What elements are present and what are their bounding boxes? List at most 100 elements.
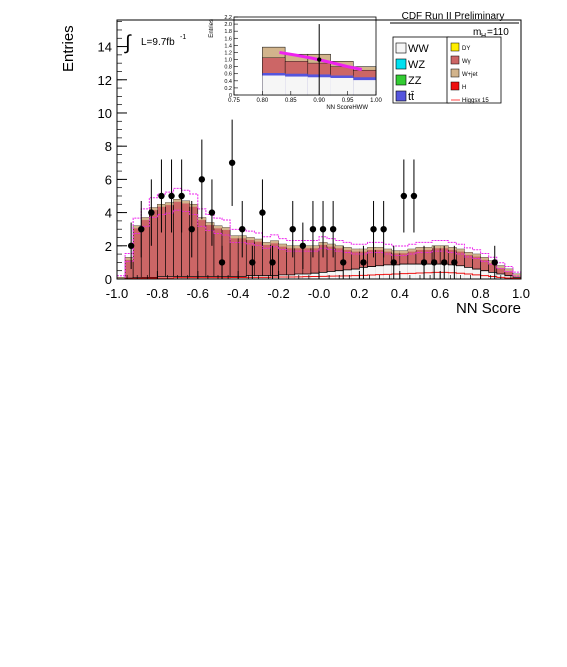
x-tick-label: 0.8	[472, 286, 490, 301]
wjet-band	[262, 242, 271, 245]
inset-data-point	[317, 57, 322, 62]
legend-label: DY	[462, 46, 470, 52]
wjet-band	[448, 247, 457, 250]
wjet-band	[327, 244, 336, 247]
wjet-band	[407, 249, 416, 252]
data-point	[269, 259, 276, 266]
data-point	[249, 259, 256, 266]
wjet-band	[181, 200, 190, 204]
legend-swatch	[395, 58, 407, 70]
data-point	[148, 209, 155, 216]
inset-y-tick-label: 1.2	[224, 50, 232, 56]
inset-ww-bar	[353, 80, 376, 95]
inset-y-tick-label: 2.0	[224, 22, 232, 28]
x-axis-label: NN Score	[456, 300, 521, 317]
main-data-points	[127, 119, 498, 279]
legend-swatch	[395, 42, 407, 54]
wjet-band	[496, 265, 505, 269]
inset-x-axis-label: NN ScoreHWW	[326, 105, 368, 111]
inset-y-tick-label: 0	[229, 93, 232, 99]
data-point	[299, 242, 307, 249]
wjet-band	[343, 247, 352, 250]
main-axes: -1.0 -0.8 -0.6 -0.4 -0.2 -0.0 0.2 0.4 0.6 0.8 1.00…	[98, 19, 530, 301]
x-tick-label: 0.2	[350, 286, 368, 301]
data-point	[289, 225, 296, 233]
stack-bar	[124, 257, 134, 280]
y-tick-label: 12	[98, 73, 112, 88]
x-tick-label: -0.6	[187, 286, 209, 301]
legend-swatch	[450, 81, 460, 91]
wjet-band	[141, 217, 150, 221]
y-tick-label: 14	[98, 40, 112, 55]
wjet-band	[149, 207, 158, 211]
x-tick-label: 0.4	[391, 286, 409, 301]
mass-value: =110	[487, 27, 509, 38]
ww-bar	[415, 264, 425, 279]
data-point	[228, 159, 236, 166]
wjet-band	[213, 225, 223, 229]
main-histogram	[116, 187, 522, 280]
ww-bar	[399, 264, 408, 279]
wjet-band	[278, 244, 287, 247]
wjet-band	[117, 277, 126, 279]
legend-label: WW	[408, 43, 429, 55]
wjet-band	[415, 247, 425, 250]
wjet-band	[456, 249, 465, 252]
wjet-band	[480, 257, 489, 260]
integral-sign: ∫	[124, 32, 132, 54]
ww-bar	[335, 270, 344, 279]
ww-bar	[407, 264, 416, 279]
wjet-band	[222, 227, 231, 231]
wjet-band	[391, 250, 400, 254]
wjet-band	[189, 204, 198, 207]
wjet-band	[286, 245, 295, 249]
inset-y-tick-label: 1.6	[224, 36, 232, 42]
wjet-band	[246, 237, 255, 240]
data-point	[340, 259, 347, 266]
luminosity-annotation: ∫ L=9.7fb -1	[124, 32, 186, 54]
ww-bar	[319, 272, 328, 279]
stack-bar	[149, 207, 158, 280]
wjet-band	[472, 254, 481, 257]
uncertainty-band-upper	[117, 187, 521, 277]
data-point	[158, 192, 165, 200]
ww-bar	[480, 270, 489, 279]
wjet-band	[133, 225, 142, 229]
data-point	[127, 242, 135, 249]
x-tick-label: -1.0	[106, 286, 128, 301]
wjet-band	[302, 245, 311, 249]
inset-x-tick-label: 1.00	[370, 98, 382, 104]
stack-bar	[132, 225, 142, 280]
inset-ww-bar	[285, 76, 308, 95]
inset-x-tick-label: 0.90	[313, 98, 325, 104]
data-point	[420, 259, 428, 266]
x-tick-label: 1.0	[512, 286, 530, 301]
y-tick-label: 2	[105, 239, 112, 254]
legend-swatch	[395, 74, 407, 86]
data-point	[259, 209, 266, 216]
wjet-band	[165, 202, 174, 206]
legend-swatch	[395, 90, 407, 102]
ww-bar	[391, 264, 400, 279]
ww-bar	[504, 275, 513, 279]
inset-y-axis-label: Entries	[209, 19, 215, 38]
legend-label: ZZ	[408, 75, 422, 87]
y-tick-label: 8	[105, 139, 112, 154]
inset-y-tick-label: 0.6	[224, 72, 232, 78]
stack-bar	[181, 200, 191, 280]
mass-label: m	[473, 27, 481, 38]
data-point	[390, 259, 397, 266]
data-point	[218, 259, 226, 266]
legend-label: Higgsx 15	[462, 98, 489, 104]
luminosity-exponent: -1	[180, 34, 186, 41]
wjet-band	[173, 199, 182, 202]
wjet-band	[125, 257, 134, 260]
wjet-band	[432, 245, 441, 249]
data-point	[198, 176, 206, 183]
data-point	[188, 225, 195, 233]
inset-frame	[233, 16, 377, 96]
data-point	[138, 225, 145, 233]
stack-bar	[165, 202, 174, 280]
ww-bar	[375, 265, 384, 279]
